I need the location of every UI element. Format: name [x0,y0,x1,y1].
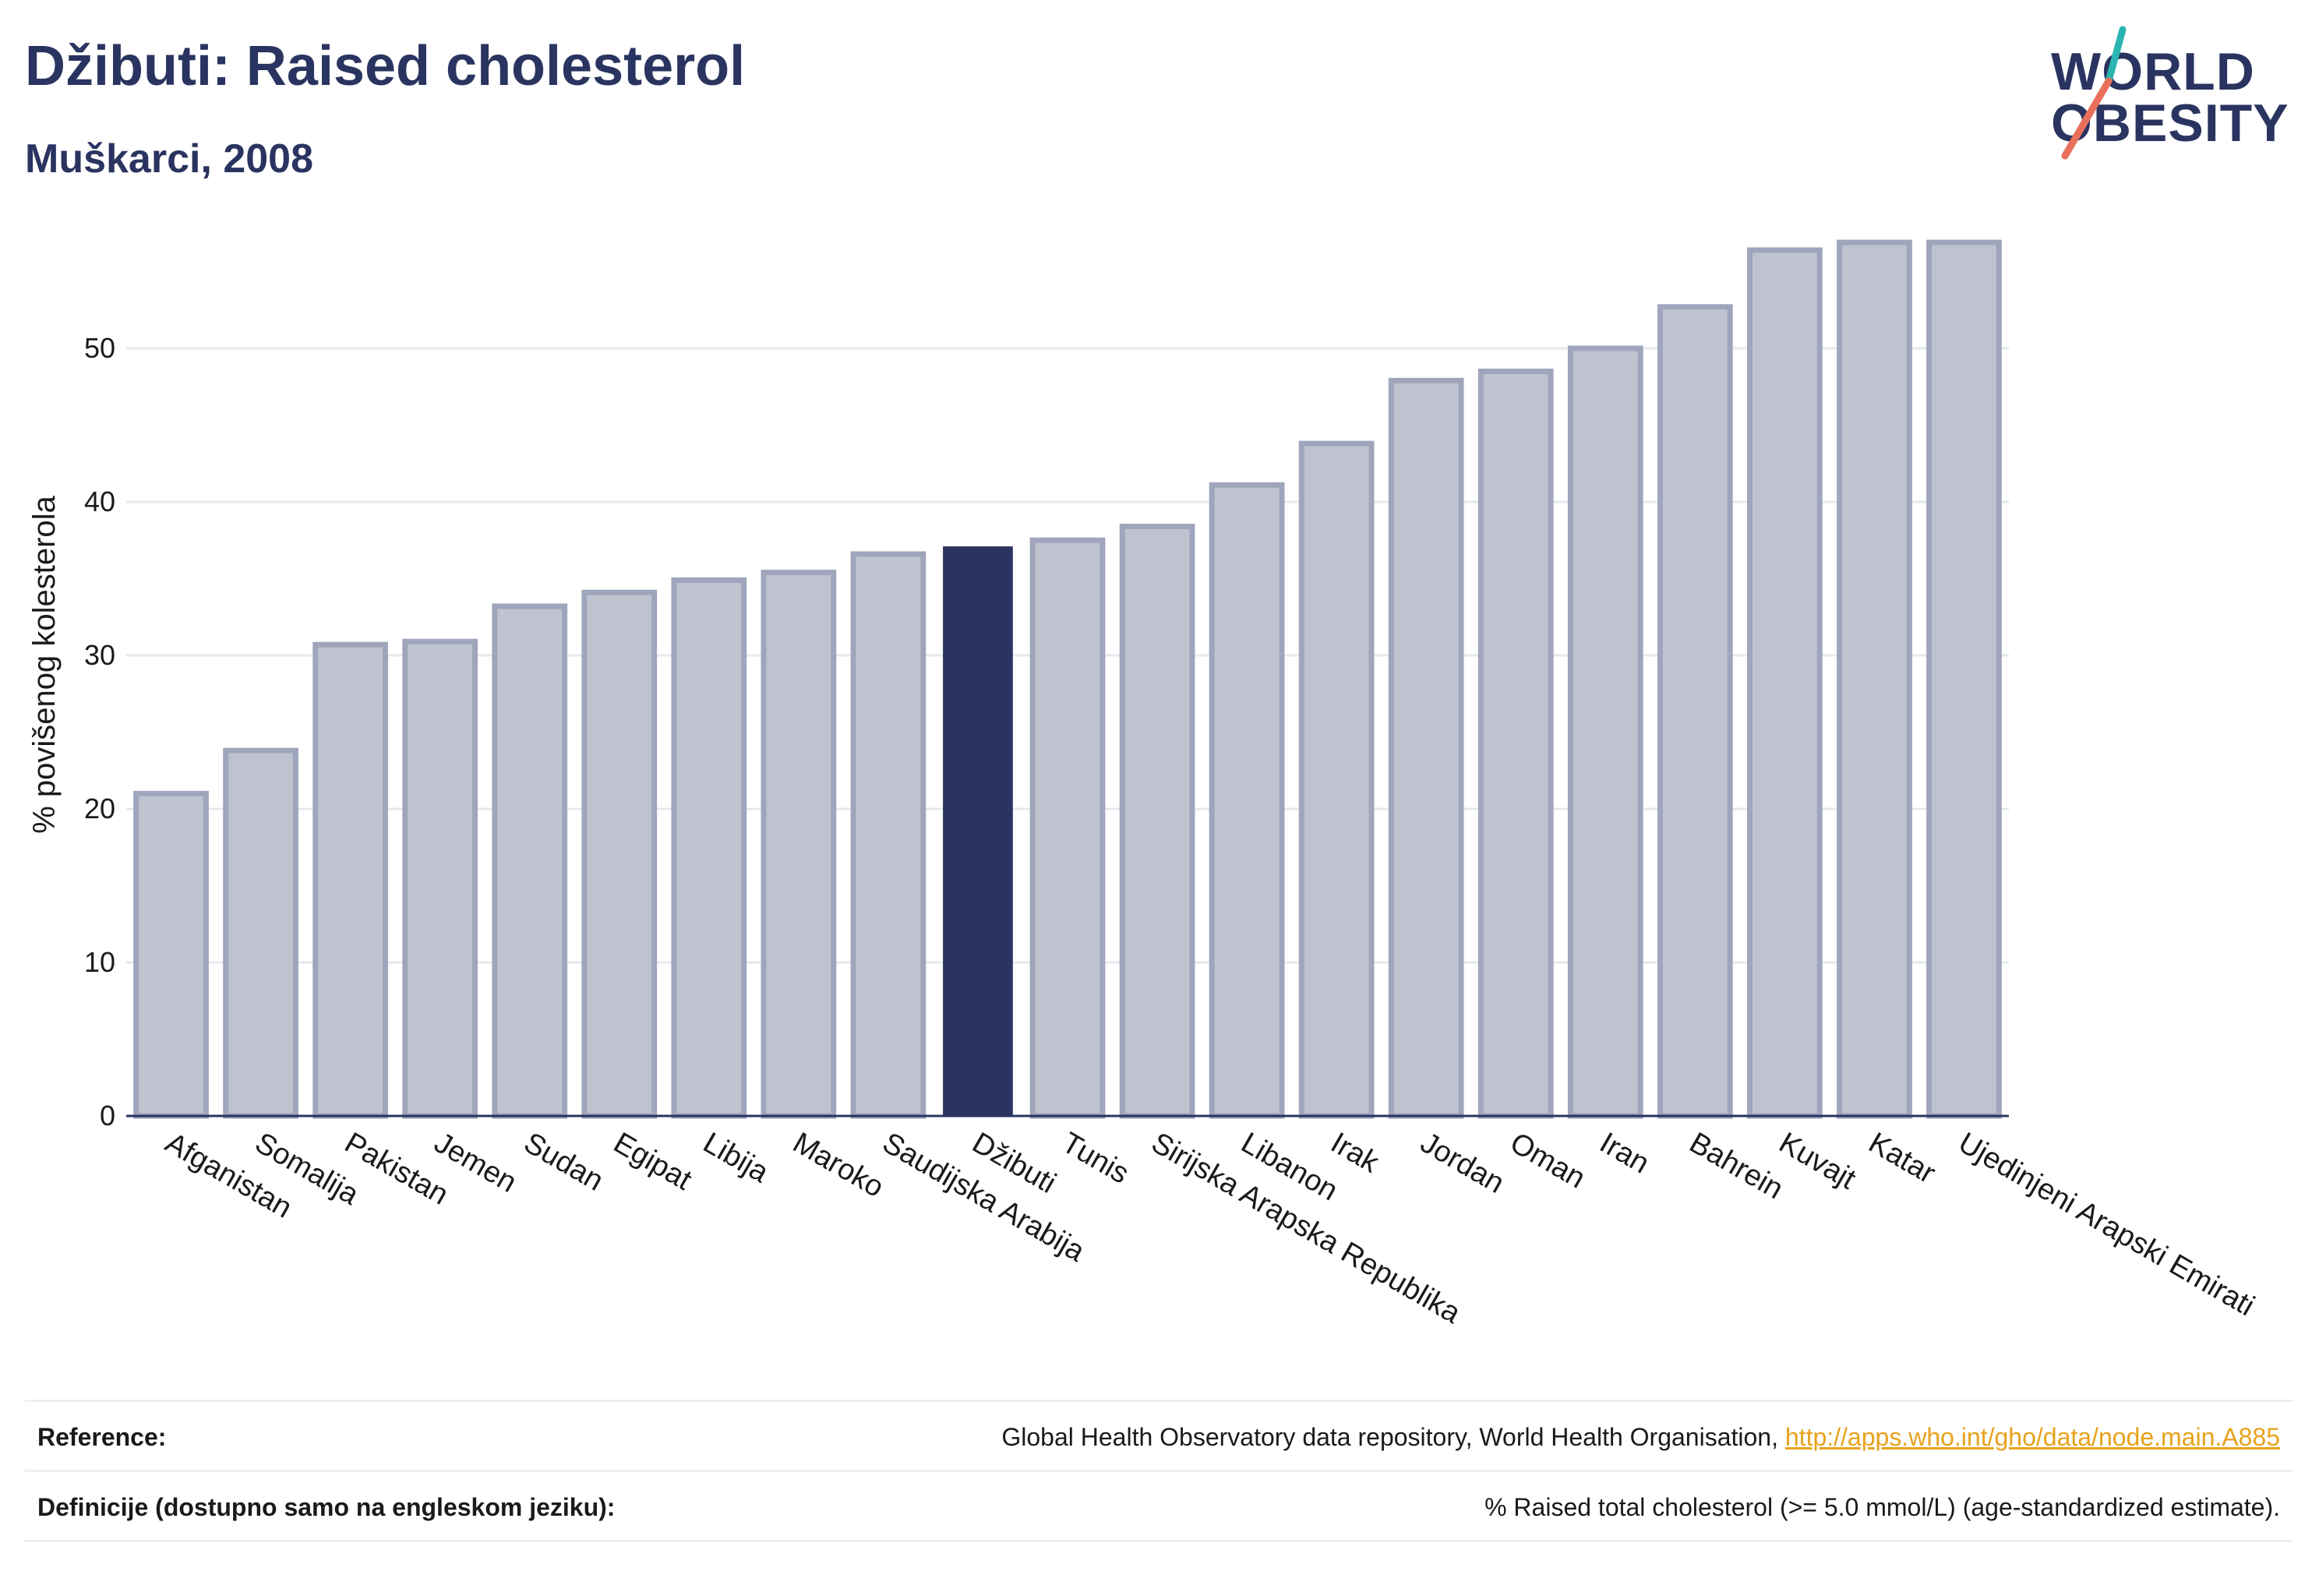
y-tick-label: 40 [84,486,115,517]
reference-row: Reference: Global Health Observatory dat… [25,1400,2293,1470]
definition-value: % Raised total cholesterol (>= 5.0 mmol/… [1484,1493,2280,1522]
bar[interactable] [581,589,658,1119]
logo-text-world: WORLD [2051,42,2255,101]
bar[interactable] [312,641,388,1119]
y-tick-label: 50 [84,332,115,364]
y-tick-label: 10 [84,946,115,978]
bar[interactable] [671,577,747,1119]
x-tick-label: Kuvajt [1774,1126,1862,1195]
page-title: Džibuti: Raised cholesterol [25,35,746,97]
bar[interactable] [1388,377,1464,1119]
x-tick-label: Iran [1594,1126,1655,1180]
bars [133,239,2002,1119]
world-obesity-logo: WORLD OBESITY [2042,23,2291,164]
y-axis-label: % povišenog kolesterola [27,495,62,833]
bar[interactable] [1657,304,1733,1119]
bar[interactable] [1029,537,1106,1119]
bar[interactable] [223,747,298,1119]
y-tick-label: 30 [84,639,115,671]
x-tick-label: Libija [697,1126,775,1189]
bar[interactable] [492,603,568,1119]
x-tick-label: Jordan [1415,1126,1510,1199]
x-tick-label: Tunis [1057,1126,1135,1190]
footer-table: Reference: Global Health Observatory dat… [25,1400,2293,1543]
bar[interactable] [1477,369,1554,1119]
x-tick-label: Egipat [608,1126,697,1196]
reference-text: Global Health Observatory data repositor… [1001,1423,1778,1451]
x-tick-label: Bahrein [1684,1126,1788,1206]
bar[interactable] [761,570,837,1119]
bar[interactable] [133,790,209,1119]
bar[interactable] [1567,345,1643,1119]
bar[interactable] [850,551,927,1119]
x-tick-label: Sudan [518,1126,609,1197]
definition-row: Definicije (dostupno samo na engleskom j… [25,1470,2293,1543]
bar[interactable] [402,638,478,1119]
bar[interactable] [1837,239,1912,1119]
y-tick-label: 0 [100,1100,115,1132]
reference-label: Reference: [37,1423,167,1451]
bar[interactable] [1119,524,1195,1119]
x-tick-label: Pakistan [339,1126,454,1211]
x-tick-label: Irak [1325,1126,1385,1180]
x-tick-label: Katar [1863,1126,1941,1190]
bar-chart: 01020304050AfganistanSomalijaPakistanJem… [27,239,2260,1330]
bar[interactable] [1298,440,1375,1119]
bar[interactable] [943,546,1013,1116]
bar[interactable] [1209,482,1285,1119]
y-tick-label: 20 [84,793,115,824]
page-subtitle: Muškarci, 2008 [25,136,314,182]
x-tick-label: Oman [1505,1126,1591,1195]
reference-link[interactable]: http://apps.who.int/gho/data/node.main.A… [1784,1423,2280,1451]
bar[interactable] [1926,239,2002,1119]
x-tick-label: Ujedinjeni Arapski Emirati [1953,1126,2260,1322]
bar[interactable] [1747,247,1823,1119]
logo-slash-icon [2061,26,2127,160]
reference-value: Global Health Observatory data repositor… [1001,1421,2280,1454]
definition-label: Definicije (dostupno samo na engleskom j… [37,1493,616,1522]
x-tick-label: Maroko [787,1126,889,1204]
